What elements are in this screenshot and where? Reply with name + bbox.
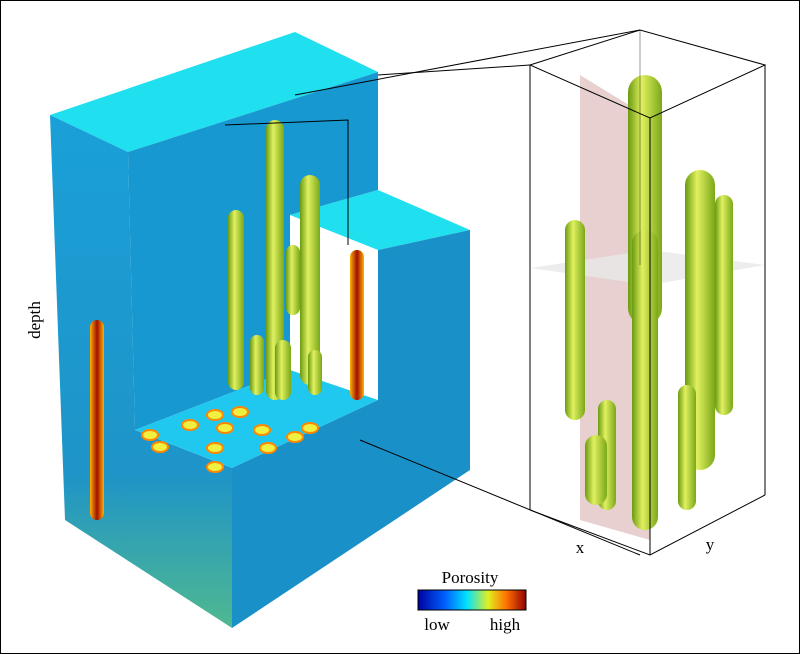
x-label: x bbox=[576, 538, 585, 557]
pores bbox=[141, 406, 319, 473]
back-wall bbox=[128, 72, 378, 430]
pillars bbox=[228, 120, 322, 400]
colorbar-high: high bbox=[490, 615, 521, 634]
colorbar: Porosity low high bbox=[417, 568, 527, 634]
hot-channel bbox=[90, 320, 104, 520]
colorbar-low: low bbox=[424, 615, 450, 634]
top-face bbox=[50, 32, 378, 152]
step-top bbox=[290, 190, 470, 250]
depth-label: depth bbox=[25, 301, 44, 339]
y-label: y bbox=[706, 535, 715, 554]
hot-channel bbox=[350, 250, 364, 400]
zoom-box bbox=[528, 29, 767, 556]
zoom-lines bbox=[294, 29, 641, 556]
block bbox=[50, 32, 470, 628]
right-face bbox=[232, 230, 470, 628]
colorbar-title: Porosity bbox=[442, 568, 499, 587]
colorbar-gradient bbox=[417, 589, 527, 611]
